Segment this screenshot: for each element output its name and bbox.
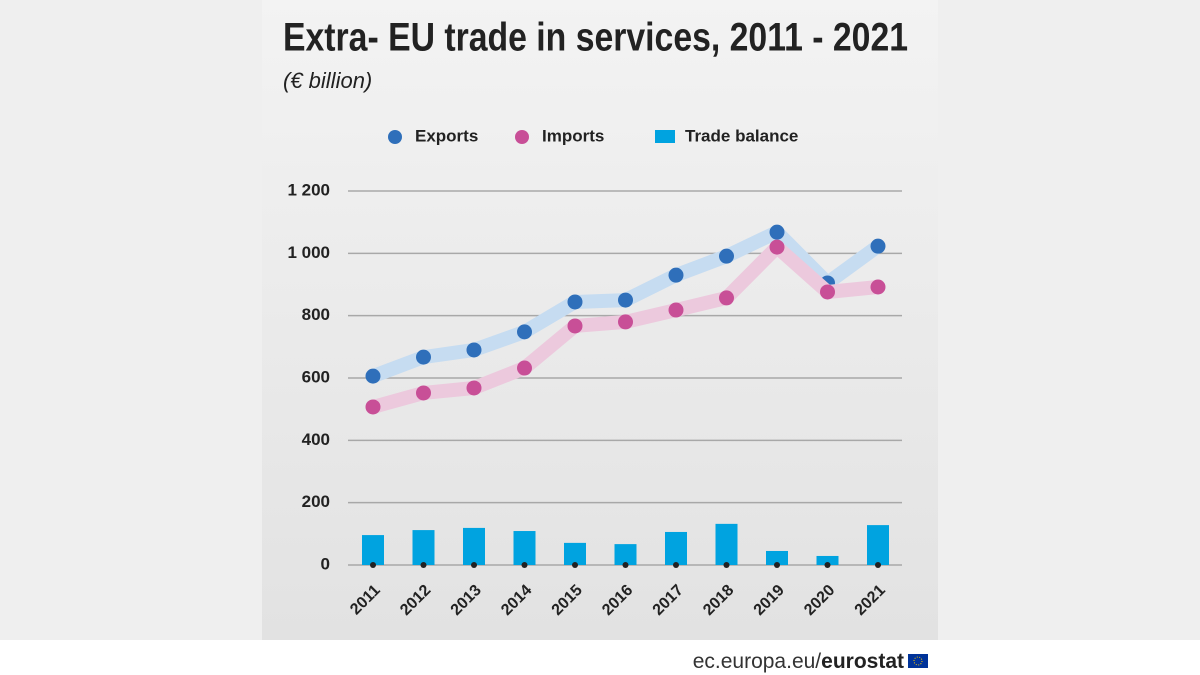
baseline-dot <box>370 562 376 568</box>
bar <box>412 530 435 565</box>
point <box>668 302 684 318</box>
point <box>416 385 431 401</box>
baseline-dot <box>622 562 629 568</box>
y-tick-label: 800 <box>302 305 330 324</box>
point <box>719 290 734 306</box>
point <box>466 380 482 396</box>
bar <box>867 525 889 565</box>
point <box>769 224 785 240</box>
point <box>668 267 684 283</box>
point <box>466 342 482 358</box>
baseline-dot <box>723 562 730 568</box>
point <box>769 239 785 255</box>
baseline-dot <box>875 562 881 568</box>
legend-swatch <box>515 130 529 144</box>
y-tick-label: 0 <box>321 554 330 573</box>
point <box>365 399 381 415</box>
bar <box>614 544 637 565</box>
bar <box>665 531 687 565</box>
footer: ec.europa.eu/eurostat <box>693 650 904 673</box>
point <box>870 238 886 254</box>
bar <box>715 523 738 565</box>
point <box>618 314 633 330</box>
eu-flag <box>908 654 928 668</box>
legend-label: Exports <box>415 126 478 145</box>
point <box>365 368 381 384</box>
y-tick-label: 1 000 <box>287 243 330 262</box>
bar <box>766 550 788 565</box>
y-tick-label: 600 <box>302 367 330 386</box>
legend-label: Imports <box>542 126 604 145</box>
point <box>870 279 886 295</box>
baseline-dot <box>420 562 427 568</box>
footer-brand: eurostat <box>821 650 904 673</box>
y-tick-label: 200 <box>302 492 330 511</box>
baseline-dot <box>572 562 578 568</box>
point <box>517 360 532 376</box>
bar <box>816 555 839 565</box>
y-tick-label: 400 <box>302 430 330 449</box>
point <box>416 349 431 365</box>
bar <box>513 531 536 565</box>
point <box>517 324 532 340</box>
y-tick-label: 1 200 <box>287 180 330 199</box>
baseline-dot <box>824 562 831 568</box>
baseline-dot <box>471 562 477 568</box>
legend-swatch <box>655 130 675 143</box>
legend-swatch <box>388 130 402 144</box>
bar <box>362 535 384 565</box>
footer-strip <box>0 640 1200 675</box>
point <box>820 284 835 300</box>
chart-title: Extra- EU trade in services, 2011 - 2021 <box>283 16 908 60</box>
point <box>719 248 734 264</box>
bar <box>564 542 586 565</box>
point <box>567 294 583 310</box>
chart-subtitle: (€ billion) <box>283 68 372 93</box>
point <box>618 292 633 308</box>
eu-stars <box>913 656 923 666</box>
legend-label: Trade balance <box>685 126 798 145</box>
footer-site: ec.europa.eu/ <box>693 650 822 673</box>
baseline-dot <box>673 562 679 568</box>
baseline-dot <box>521 562 528 568</box>
bar <box>463 527 485 565</box>
baseline-dot <box>774 562 780 568</box>
point <box>567 318 583 334</box>
